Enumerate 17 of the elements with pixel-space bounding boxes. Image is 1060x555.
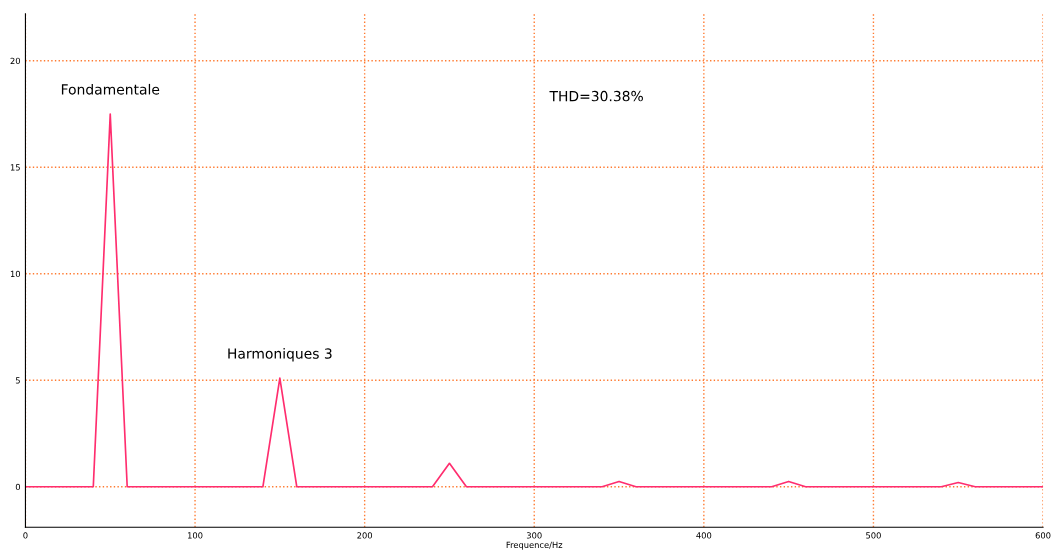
annotation: Fondamentale xyxy=(61,83,160,95)
y-tick-label: 15 xyxy=(10,164,20,171)
x-tick-label: 200 xyxy=(357,532,373,539)
x-tick-label: 600 xyxy=(1035,532,1051,539)
x-tick-label: 100 xyxy=(188,532,203,539)
y-tick-label: 5 xyxy=(15,377,20,384)
y-tick-label: 10 xyxy=(10,270,21,278)
x-tick-label: 500 xyxy=(866,532,881,539)
annotation: Harmoniques 3 xyxy=(228,348,332,362)
x-tick-label: 0 xyxy=(23,532,28,539)
line-series xyxy=(25,113,1044,488)
y-tick-label: 20 xyxy=(10,57,21,65)
y-tick-label: 0 xyxy=(15,483,21,491)
x-axis-title: Frequence/Hz xyxy=(506,541,563,550)
x-tick-label: 300 xyxy=(526,532,542,539)
x-tick-label: 400 xyxy=(696,532,712,539)
annotation: THD=30.38% xyxy=(549,90,643,102)
